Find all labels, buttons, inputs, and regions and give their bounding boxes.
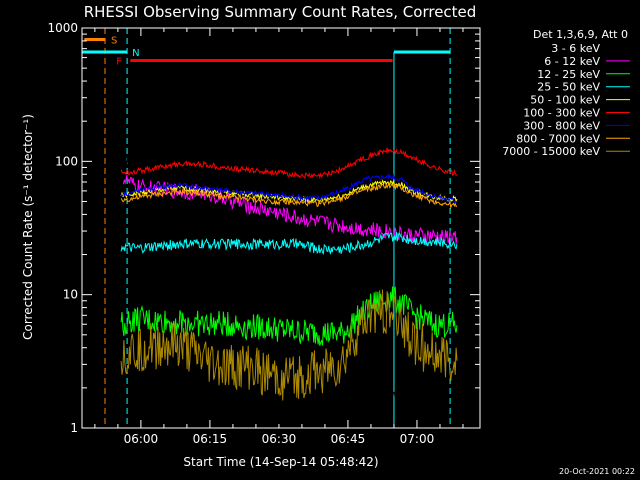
series-line-7000-15000keV xyxy=(120,289,458,401)
x-axis-label: Start Time (14-Sep-14 05:48:42) xyxy=(183,455,378,469)
legend-entry-label: 12 - 25 keV xyxy=(537,68,600,81)
legend-entry-label: 7000 - 15000 keV xyxy=(502,145,600,158)
x-ticks: 06:00 06:15 06:30 06:45 07:00 xyxy=(94,28,464,446)
series-line-800-7000keV xyxy=(120,182,458,210)
legend-entry-label: 100 - 300 keV xyxy=(523,107,600,120)
timestamp: 20-Oct-2021 00:22 xyxy=(559,467,635,476)
x-tick-label: 06:15 xyxy=(193,432,228,446)
legend-entry-label: 800 - 7000 keV xyxy=(516,132,600,145)
legend-entry-label: 3 - 6 keV xyxy=(551,42,600,55)
x-tick-label: 07:00 xyxy=(400,432,435,446)
legend-entry-label: 25 - 50 keV xyxy=(537,81,600,94)
y-tick-label: 1 xyxy=(70,421,78,435)
y-ticks: 1 10 100 1000 xyxy=(47,21,480,435)
legend-entry-label: 6 - 12 keV xyxy=(544,55,600,68)
y-axis-label: Corrected Count Rate (s⁻¹ detector⁻¹) xyxy=(21,114,35,340)
x-tick-label: 06:45 xyxy=(331,432,366,446)
series-line-100-300keV xyxy=(120,147,458,180)
legend-header: Det 1,3,6,9, Att 0 xyxy=(533,28,628,41)
marker-label-f: F xyxy=(116,57,122,68)
series-line-300-800keV xyxy=(120,173,458,204)
y-tick-label: 100 xyxy=(55,154,78,168)
marker-label-n: N xyxy=(132,48,139,59)
y-tick-label: 10 xyxy=(63,288,78,302)
plot-area: S NF xyxy=(81,27,481,429)
marker-label-s: S xyxy=(111,35,117,46)
legend-entry-label: 50 - 100 keV xyxy=(530,94,600,107)
series-line-25-50keV xyxy=(120,231,458,256)
y-tick-label: 1000 xyxy=(47,21,78,35)
legend-entry-label: 300 - 800 keV xyxy=(523,119,600,132)
series-line-6-12keV xyxy=(122,174,458,245)
x-tick-label: 06:30 xyxy=(262,432,297,446)
chart-title: RHESSI Observing Summary Count Rates, Co… xyxy=(84,3,477,21)
plot-frame xyxy=(81,27,481,429)
series-line-12-25keV xyxy=(120,286,458,346)
x-tick-label: 06:00 xyxy=(124,432,159,446)
